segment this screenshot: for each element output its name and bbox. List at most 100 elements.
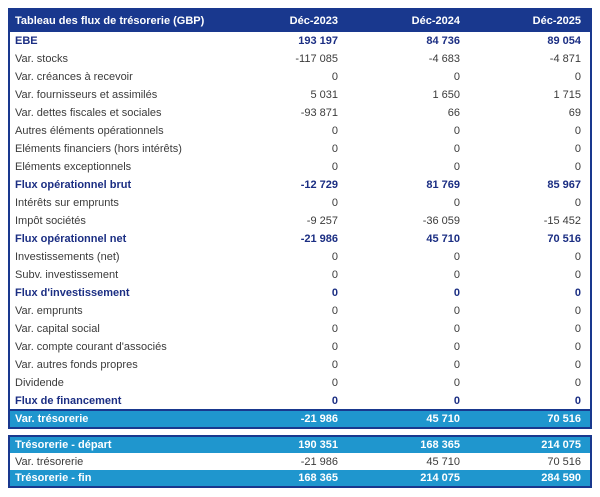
row-label: Var. créances à recevoir (15, 71, 133, 83)
row-label: Var. compte courant d'associés (15, 341, 167, 353)
table-row: Var. autres fonds propres 0 0 0 (9, 356, 591, 374)
row-value: 0 (453, 143, 460, 155)
row-value: 1 650 (432, 89, 460, 101)
row-label: Autres éléments opérationnels (15, 125, 164, 137)
row-value: 0 (453, 269, 460, 281)
row-value: -9 257 (306, 215, 338, 227)
column-header-dec-2023: Déc-2023 (225, 9, 347, 32)
row-value: 0 (453, 323, 460, 335)
table-row: Var. stocks -117 085 -4 683 -4 871 (9, 50, 591, 68)
table-row: Var. dettes fiscales et sociales -93 871 6… (9, 104, 591, 122)
table-row: Var. compte courant d'associés 0 0 0 (9, 338, 591, 356)
row-value: 0 (574, 125, 581, 137)
table-row: Flux opérationnel net -21 986 45 710 70 516 (9, 230, 591, 248)
row-value: 214 075 (469, 436, 591, 453)
row-value: 81 769 (426, 179, 460, 191)
row-value: 168 365 (347, 436, 469, 453)
row-label: Investissements (net) (15, 251, 120, 263)
row-label: Eléments financiers (hors intérêts) (15, 143, 182, 155)
row-value: 0 (453, 377, 460, 389)
row-value: 0 (574, 341, 581, 353)
row-value: -21 986 (300, 233, 338, 245)
row-value: 284 590 (469, 470, 591, 487)
row-label: Impôt sociétés (15, 215, 86, 227)
row-value: 0 (331, 359, 338, 371)
table-row: Var. trésorerie -21 986 45 710 70 516 (9, 453, 591, 470)
row-value: 89 054 (547, 35, 581, 47)
row-label: Var. capital social (15, 323, 100, 335)
table-row: Var. fournisseurs et assimilés 5 031 1 650… (9, 86, 591, 104)
table-row: Var. capital social 0 0 0 (9, 320, 591, 338)
row-value: 0 (574, 359, 581, 371)
row-value: 0 (453, 359, 460, 371)
row-value: 0 (453, 305, 460, 317)
row-value: -36 059 (422, 215, 460, 227)
row-value: -12 729 (300, 179, 338, 191)
row-value: -21 986 (300, 455, 338, 468)
row-value: 45 710 (426, 455, 460, 468)
row-label: Dividende (15, 377, 64, 389)
row-label: Trésorerie - départ (9, 436, 225, 453)
row-label: Flux opérationnel brut (15, 179, 132, 191)
row-label: Var. emprunts (15, 305, 83, 317)
row-value: 70 516 (469, 409, 591, 428)
table-row: Var. trésorerie -21 986 45 710 70 516 (9, 409, 591, 428)
row-value: 0 (574, 377, 581, 389)
row-label: Trésorerie - fin (9, 470, 225, 487)
row-value: -4 683 (428, 53, 460, 65)
table-header: Tableau des flux de trésorerie (GBP) Déc… (9, 9, 591, 32)
row-value: 0 (574, 287, 581, 299)
row-value: 193 197 (298, 35, 338, 47)
row-value: 0 (331, 323, 338, 335)
row-label: Eléments exceptionnels (15, 161, 132, 173)
row-value: 85 967 (547, 179, 581, 191)
row-value: 0 (331, 377, 338, 389)
row-label: Flux opérationnel net (15, 233, 127, 245)
cash-flow-table: Tableau des flux de trésorerie (GBP) Déc… (8, 8, 592, 429)
row-value: 70 516 (547, 455, 581, 468)
treasury-summary-table: Trésorerie - départ 190 351 168 365 214 075… (8, 435, 592, 488)
row-value: 0 (574, 394, 581, 407)
row-value: 0 (574, 251, 581, 263)
table-row: Flux d'investissement 0 0 0 (9, 284, 591, 302)
row-value: 0 (453, 341, 460, 353)
table-row: Eléments exceptionnels 0 0 0 (9, 158, 591, 176)
row-value: 69 (568, 107, 581, 119)
row-value: 70 516 (547, 233, 581, 245)
table-row: Investissements (net) 0 0 0 (9, 248, 591, 266)
row-value: -117 085 (295, 53, 338, 65)
row-value: 0 (453, 161, 460, 173)
row-value: 0 (453, 71, 460, 83)
row-value: 84 736 (426, 35, 460, 47)
table-row: Var. emprunts 0 0 0 (9, 302, 591, 320)
row-label: Var. trésorerie (9, 409, 225, 428)
table-row: EBE 193 197 84 736 89 054 (9, 32, 591, 50)
row-label: Var. stocks (15, 53, 68, 65)
table-row: Intérêts sur emprunts 0 0 0 (9, 194, 591, 212)
row-value: 0 (574, 197, 581, 209)
table-row: Impôt sociétés -9 257 -36 059 -15 452 (9, 212, 591, 230)
table-title: Tableau des flux de trésorerie (GBP) (9, 9, 225, 32)
row-label: Subv. investissement (15, 269, 119, 281)
table-row: Eléments financiers (hors intérêts) 0 0 0 (9, 140, 591, 158)
table-row: Autres éléments opérationnels 0 0 0 (9, 122, 591, 140)
row-value: 0 (331, 269, 338, 281)
row-value: 1 715 (553, 89, 581, 101)
table-row: Flux opérationnel brut -12 729 81 769 85 96… (9, 176, 591, 194)
row-value: 0 (331, 287, 338, 299)
row-value: 5 031 (310, 89, 338, 101)
row-label: Var. dettes fiscales et sociales (15, 107, 162, 119)
column-header-dec-2024: Déc-2024 (347, 9, 469, 32)
row-value: 0 (331, 197, 338, 209)
row-value: 45 710 (347, 409, 469, 428)
row-label: Intérêts sur emprunts (15, 197, 119, 209)
row-label: Var. autres fonds propres (15, 359, 138, 371)
table-row: Trésorerie - départ 190 351 168 365 214 075 (9, 436, 591, 453)
row-value: -15 452 (543, 215, 581, 227)
row-value: 0 (574, 143, 581, 155)
row-value: 0 (331, 341, 338, 353)
row-value: 0 (453, 251, 460, 263)
table-row: Flux de financement 0 0 0 (9, 392, 591, 410)
row-label: EBE (15, 35, 38, 47)
row-value: 0 (331, 394, 338, 407)
